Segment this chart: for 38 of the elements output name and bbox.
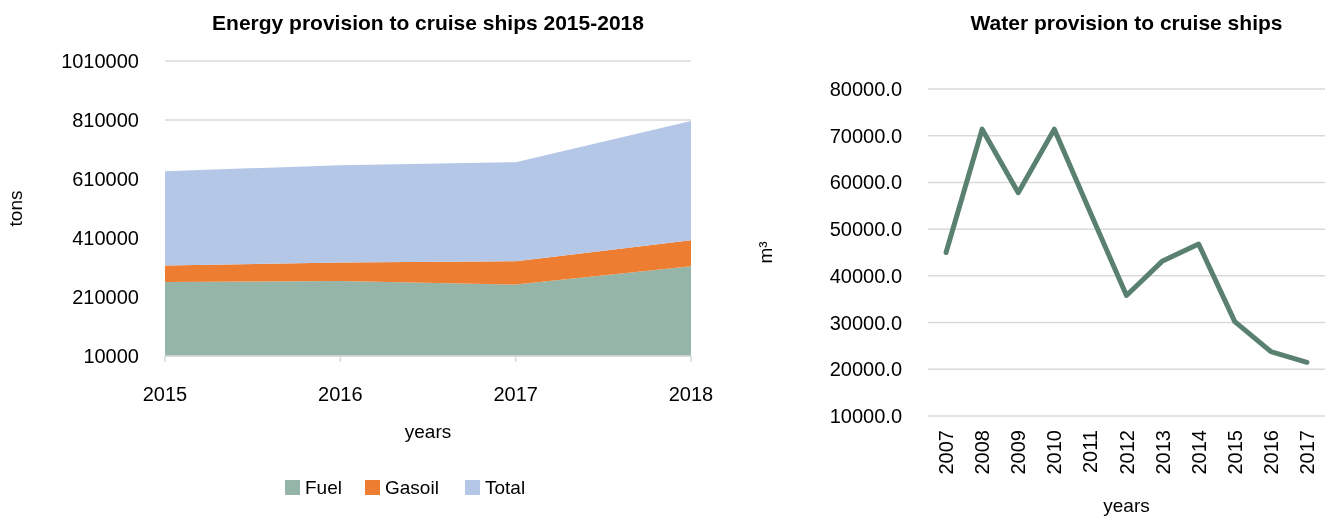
x-tick-label: 2011	[1079, 430, 1102, 474]
x-tick-label: 2015	[142, 383, 188, 405]
y-tick-label: 80000.0	[829, 78, 902, 100]
y-tick-label: 40000.0	[829, 264, 902, 287]
chart-title: Water provision to cruise ships	[970, 11, 1283, 34]
x-tick-label: 2008	[971, 430, 994, 475]
x-tick-label: 2013	[1151, 430, 1174, 475]
x-tick-label: 2017	[493, 383, 538, 405]
x-tick-label: 2017	[1295, 430, 1318, 475]
x-tick-label: 2016	[318, 383, 363, 405]
y-axis-title: m³	[755, 241, 776, 264]
x-axis-title: years	[1103, 495, 1150, 516]
y-tick-label: 810000	[72, 109, 139, 131]
y-tick-label: 70000.0	[829, 124, 902, 147]
y-tick-label: 1010000	[61, 50, 139, 72]
y-tick-label: 20000.0	[829, 358, 902, 381]
x-tick-label: 2015	[1223, 430, 1246, 475]
x-tick-label: 2009	[1007, 430, 1030, 475]
chart-title: Energy provision to cruise ships 2015-2018	[212, 11, 645, 34]
y-tick-label: 610000	[72, 168, 139, 190]
x-tick-label: 2014	[1187, 430, 1210, 475]
y-tick-label: 10000.0	[829, 405, 902, 427]
y-tick-label: 50000.0	[829, 218, 902, 241]
x-tick-label: 2018	[668, 383, 714, 405]
y-tick-label: 10000	[83, 345, 139, 367]
y-tick-label: 30000.0	[829, 311, 902, 334]
legend-label: Fuel	[305, 477, 342, 498]
y-axis-title: tons	[5, 190, 26, 227]
legend-label: Gasoil	[385, 477, 439, 498]
x-tick-label: 2010	[1043, 430, 1066, 475]
y-tick-label: 60000.0	[829, 171, 902, 194]
x-tick-label: 2012	[1115, 430, 1138, 475]
y-tick-label: 410000	[72, 227, 139, 249]
x-axis-title: years	[404, 421, 452, 442]
x-tick-label: 2016	[1259, 430, 1282, 475]
y-tick-label: 210000	[72, 286, 139, 308]
legend-label: Total	[485, 477, 526, 498]
x-tick-label: 2007	[935, 430, 958, 475]
